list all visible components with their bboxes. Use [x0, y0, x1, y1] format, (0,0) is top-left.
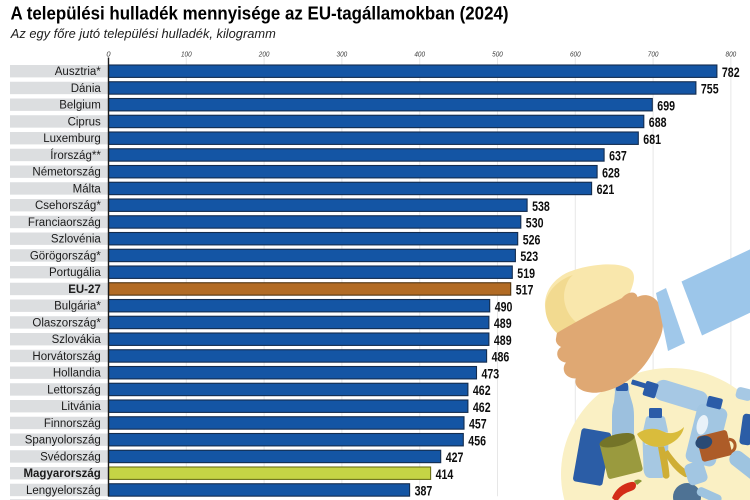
svg-text:A települési hulladék mennyisé: A települési hulladék mennyisége az EU-t…: [11, 3, 509, 24]
svg-text:0: 0: [106, 49, 111, 58]
svg-text:681: 681: [643, 131, 661, 147]
svg-text:Ciprus: Ciprus: [68, 116, 101, 128]
svg-text:Horvátország: Horvátország: [32, 351, 100, 363]
svg-text:489: 489: [494, 332, 512, 348]
svg-text:Magyarország: Magyarország: [23, 468, 100, 480]
svg-text:Lettország: Lettország: [47, 384, 101, 396]
svg-text:526: 526: [523, 231, 541, 247]
svg-text:755: 755: [701, 81, 719, 97]
svg-text:387: 387: [415, 483, 433, 499]
svg-text:Spanyolország: Spanyolország: [25, 435, 101, 447]
svg-text:457: 457: [469, 416, 487, 432]
svg-text:489: 489: [494, 315, 512, 331]
svg-text:782: 782: [722, 64, 740, 80]
svg-text:523: 523: [520, 248, 538, 264]
svg-text:Görögország*: Görögország*: [30, 250, 101, 262]
svg-text:Belgium: Belgium: [59, 100, 101, 112]
svg-text:Lengyelország: Lengyelország: [26, 485, 101, 497]
svg-text:688: 688: [649, 114, 667, 130]
svg-text:628: 628: [602, 164, 620, 180]
svg-text:Írország**: Írország**: [50, 149, 101, 162]
svg-text:490: 490: [495, 298, 513, 314]
svg-text:400: 400: [414, 49, 425, 58]
svg-text:Litvánia: Litvánia: [61, 401, 101, 413]
svg-text:300: 300: [337, 49, 348, 58]
svg-text:200: 200: [258, 49, 270, 58]
svg-text:414: 414: [436, 466, 454, 482]
svg-text:Franciaország: Franciaország: [28, 217, 101, 229]
svg-text:Szlovákia: Szlovákia: [52, 334, 102, 346]
svg-text:Dánia: Dánia: [71, 83, 102, 95]
svg-text:456: 456: [468, 432, 486, 448]
svg-text:Luxemburg: Luxemburg: [43, 133, 101, 145]
svg-text:621: 621: [597, 181, 615, 197]
svg-text:517: 517: [516, 282, 534, 298]
svg-text:Portugália: Portugália: [49, 267, 101, 279]
svg-text:Olaszország*: Olaszország*: [32, 317, 101, 329]
svg-text:Az egy főre jutó települési hu: Az egy főre jutó települési hulladék, ki…: [10, 27, 276, 41]
svg-text:637: 637: [609, 148, 627, 164]
svg-text:700: 700: [648, 49, 659, 58]
svg-text:538: 538: [532, 198, 550, 214]
svg-text:Szlovénia: Szlovénia: [51, 234, 101, 246]
svg-text:Hollandia: Hollandia: [53, 368, 102, 380]
svg-text:473: 473: [482, 365, 500, 381]
svg-text:Finnország: Finnország: [44, 418, 101, 430]
svg-text:530: 530: [526, 215, 544, 231]
svg-text:699: 699: [657, 97, 675, 113]
svg-text:Ausztria*: Ausztria*: [55, 66, 102, 78]
svg-text:600: 600: [570, 49, 581, 58]
svg-text:Svédország: Svédország: [40, 451, 101, 463]
svg-text:Málta: Málta: [73, 183, 102, 195]
svg-text:462: 462: [473, 399, 491, 415]
svg-text:Bulgária*: Bulgária*: [54, 301, 101, 313]
svg-text:462: 462: [473, 382, 491, 398]
svg-text:519: 519: [517, 265, 535, 281]
svg-text:486: 486: [492, 349, 510, 365]
svg-text:EU-27: EU-27: [68, 284, 101, 296]
svg-text:427: 427: [446, 449, 464, 465]
svg-text:100: 100: [181, 49, 192, 58]
svg-text:800: 800: [726, 49, 737, 58]
svg-text:Németország: Németország: [32, 167, 100, 179]
svg-text:500: 500: [492, 49, 503, 58]
svg-text:Csehország*: Csehország*: [35, 200, 101, 212]
